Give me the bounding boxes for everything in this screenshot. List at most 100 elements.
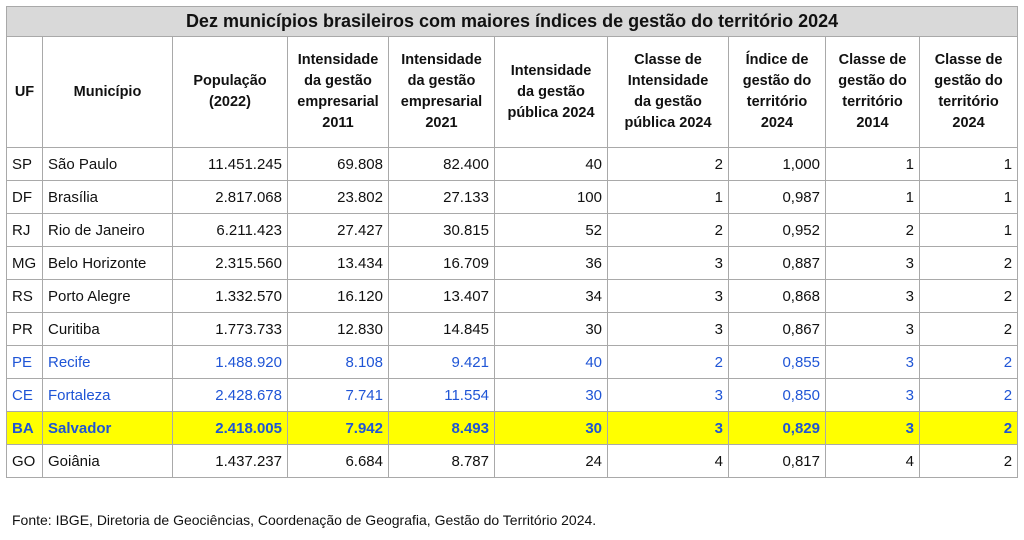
cell-empresarial-2021: 13.407	[388, 279, 495, 313]
header-gestao-empresarial-2011: Intensidade da gestão empresarial 2011	[287, 36, 389, 148]
cell-populacao: 2.817.068	[172, 180, 288, 214]
cell-empresarial-2021: 9.421	[388, 345, 495, 379]
cell-empresarial-2021: 8.493	[388, 411, 495, 445]
cell-publica-2024: 40	[494, 147, 608, 181]
cell-indice-2024: 0,829	[728, 411, 826, 445]
table-row: DF Brasília 2.817.068 23.802 27.133 100 1 0,987…	[6, 180, 1019, 214]
cell-classe-publica-2024: 3	[607, 312, 729, 346]
table-row: CE Fortaleza 2.428.678 7.741 11.554 30 3 0,850 3…	[6, 378, 1019, 412]
cell-uf: SP	[6, 147, 43, 181]
cell-classe-territorio-2014: 3	[825, 246, 920, 280]
cell-municipio: Salvador	[42, 411, 173, 445]
cell-populacao: 6.211.423	[172, 213, 288, 247]
cell-uf: GO	[6, 444, 43, 478]
cell-classe-territorio-2024: 2	[918, 444, 1019, 478]
table-row: SP São Paulo 11.451.245 69.808 82.400 40 2 1,00…	[6, 147, 1019, 181]
cell-publica-2024: 100	[494, 180, 608, 214]
cell-publica-2024: 24	[494, 444, 608, 478]
cell-classe-territorio-2024: 2	[918, 246, 1019, 280]
cell-empresarial-2021: 8.787	[388, 444, 495, 478]
cell-uf: RJ	[6, 213, 43, 247]
cell-uf: RS	[6, 279, 43, 313]
cell-classe-publica-2024: 2	[607, 213, 729, 247]
cell-indice-2024: 0,850	[728, 378, 826, 412]
cell-populacao: 2.418.005	[172, 411, 288, 445]
cell-classe-territorio-2014: 3	[825, 279, 920, 313]
cell-populacao: 1.488.920	[172, 345, 288, 379]
cell-municipio: Belo Horizonte	[42, 246, 173, 280]
header-classe-gestao-publica-2024: Classe de Intensidade da gestão pública …	[607, 36, 729, 148]
cell-classe-publica-2024: 4	[607, 444, 729, 478]
cell-publica-2024: 40	[494, 345, 608, 379]
cell-classe-territorio-2014: 3	[825, 345, 920, 379]
cell-populacao: 2.315.560	[172, 246, 288, 280]
cell-indice-2024: 0,855	[728, 345, 826, 379]
cell-classe-territorio-2024: 1	[918, 147, 1019, 181]
cell-indice-2024: 0,987	[728, 180, 826, 214]
cell-indice-2024: 1,000	[728, 147, 826, 181]
cell-indice-2024: 0,868	[728, 279, 826, 313]
cell-classe-publica-2024: 2	[607, 147, 729, 181]
cell-empresarial-2011: 69.808	[287, 147, 389, 181]
cell-publica-2024: 52	[494, 213, 608, 247]
cell-populacao: 1.437.237	[172, 444, 288, 478]
cell-empresarial-2021: 11.554	[388, 378, 495, 412]
cell-classe-territorio-2014: 3	[825, 411, 920, 445]
cell-empresarial-2011: 12.830	[287, 312, 389, 346]
cell-classe-publica-2024: 3	[607, 411, 729, 445]
cell-classe-publica-2024: 1	[607, 180, 729, 214]
cell-classe-territorio-2024: 2	[918, 312, 1019, 346]
header-row: UF Município População (2022) Intensidad…	[6, 36, 1019, 148]
cell-uf: PR	[6, 312, 43, 346]
cell-classe-territorio-2024: 1	[918, 213, 1019, 247]
cell-classe-territorio-2014: 2	[825, 213, 920, 247]
header-populacao: População (2022)	[172, 36, 288, 148]
cell-classe-territorio-2014: 4	[825, 444, 920, 478]
source-note: Fonte: IBGE, Diretoria de Geociências, C…	[12, 512, 597, 528]
cell-empresarial-2011: 16.120	[287, 279, 389, 313]
cell-uf: DF	[6, 180, 43, 214]
cell-empresarial-2011: 6.684	[287, 444, 389, 478]
cell-municipio: Rio de Janeiro	[42, 213, 173, 247]
cell-empresarial-2011: 27.427	[287, 213, 389, 247]
cell-empresarial-2011: 7.942	[287, 411, 389, 445]
cell-municipio: Brasília	[42, 180, 173, 214]
header-uf: UF	[6, 36, 43, 148]
cell-classe-publica-2024: 3	[607, 378, 729, 412]
cell-indice-2024: 0,952	[728, 213, 826, 247]
table-row: MG Belo Horizonte 2.315.560 13.434 16.709 36 3…	[6, 246, 1019, 280]
cell-empresarial-2021: 16.709	[388, 246, 495, 280]
cell-classe-territorio-2024: 2	[918, 378, 1019, 412]
table-row: BA Salvador 2.418.005 7.942 8.493 30 3 0,829 3 2	[6, 411, 1019, 445]
cell-publica-2024: 30	[494, 312, 608, 346]
cell-uf: MG	[6, 246, 43, 280]
cell-classe-territorio-2014: 3	[825, 378, 920, 412]
header-classe-gestao-territorio-2014: Classe de gestão do território 2014	[825, 36, 920, 148]
cell-indice-2024: 0,867	[728, 312, 826, 346]
cell-indice-2024: 0,817	[728, 444, 826, 478]
header-classe-gestao-territorio-2024: Classe de gestão do território 2024	[918, 36, 1019, 148]
cell-classe-publica-2024: 3	[607, 246, 729, 280]
cell-classe-territorio-2024: 2	[918, 411, 1019, 445]
cell-municipio: Porto Alegre	[42, 279, 173, 313]
cell-municipio: Curitiba	[42, 312, 173, 346]
cell-municipio: São Paulo	[42, 147, 173, 181]
cell-municipio: Goiânia	[42, 444, 173, 478]
cell-empresarial-2011: 7.741	[287, 378, 389, 412]
cell-populacao: 1.332.570	[172, 279, 288, 313]
header-gestao-publica-2024: Intensidade da gestão pública 2024	[494, 36, 608, 148]
table-title: Dez municípios brasileiros com maiores í…	[5, 6, 1019, 37]
cell-uf: PE	[6, 345, 43, 379]
cell-classe-territorio-2024: 2	[918, 279, 1019, 313]
cell-uf: CE	[6, 378, 43, 412]
table-row: GO Goiânia 1.437.237 6.684 8.787 24 4 0,817 4 2	[6, 444, 1019, 478]
cell-publica-2024: 36	[494, 246, 608, 280]
cell-municipio: Fortaleza	[42, 378, 173, 412]
cell-publica-2024: 30	[494, 411, 608, 445]
table-row: RJ Rio de Janeiro 6.211.423 27.427 30.815 52 2…	[6, 213, 1019, 247]
cell-populacao: 11.451.245	[172, 147, 288, 181]
cell-classe-territorio-2024: 1	[918, 180, 1019, 214]
cell-classe-territorio-2024: 2	[918, 345, 1019, 379]
cell-empresarial-2021: 14.845	[388, 312, 495, 346]
cell-publica-2024: 34	[494, 279, 608, 313]
